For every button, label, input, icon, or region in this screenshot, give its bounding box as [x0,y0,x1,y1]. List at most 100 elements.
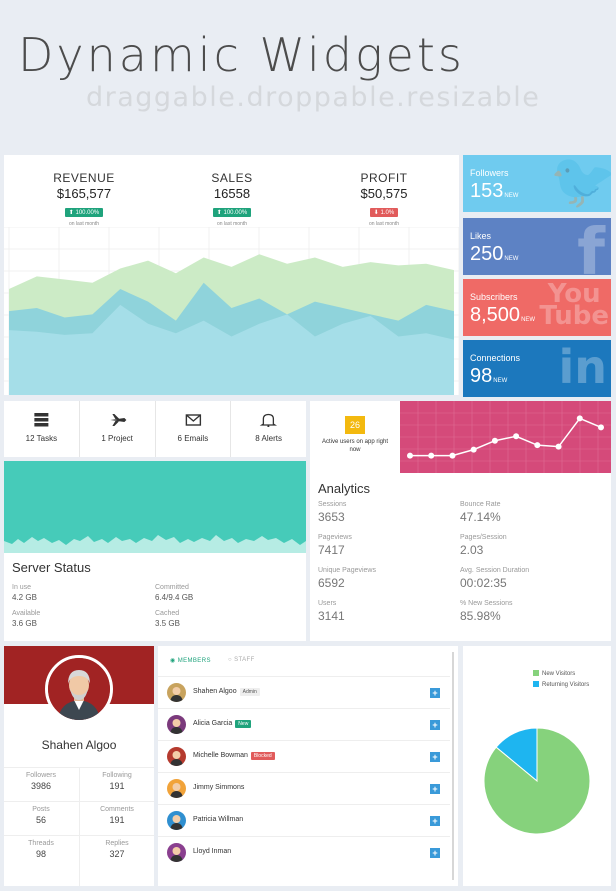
kpi-label: PROFIT [360,171,408,185]
tab-members[interactable]: ◉ MEMBERS [170,658,211,664]
server-stat: In use 4.2 GB [12,584,37,602]
emails-item[interactable]: 6 Emails [156,401,232,457]
profile-stat: Replies 327 [105,840,129,859]
pie-slice [483,727,591,835]
scrollbar[interactable] [452,652,454,880]
server-icon [34,413,49,427]
linkedin-icon: in [558,340,607,394]
members-widget[interactable]: ◉ MEMBERS ○ STAFF Shahen Algoo Admin + Alic… [158,646,458,886]
line-point [449,452,456,459]
kpi-caption: on last month [68,221,100,227]
analytics-stat: Avg. Session Duration 00:02:35 [460,567,530,590]
list-item[interactable]: Jimmy Simmons + [158,772,450,804]
line-point [407,452,413,459]
tasks-bar: 12 Tasks 1 Project 6 Emails 8 Alerts [4,401,306,457]
add-member-button[interactable]: + [430,784,440,794]
subscribers-tile[interactable]: You Tube Subscribers 8,500NEW [463,279,611,336]
add-member-button[interactable]: + [430,688,440,698]
user-avatar-icon [170,783,183,798]
kpi-revenue: REVENUE $165,577 ⬆ 100.00% on last month [14,171,154,227]
twitter-icon: 🐦 [549,155,611,212]
list-item[interactable]: Michelle Bowman Blocked + [158,740,450,772]
visitors-pie-chart [483,727,591,835]
plane-icon [110,414,127,426]
profile-stat: Comments 191 [100,806,134,825]
member-name: Michelle Bowman Blocked [193,752,275,760]
kpi-value: $50,575 [360,186,408,201]
member-avatar[interactable] [167,843,186,862]
analytics-stat: Pages/Session 2.03 [460,534,507,557]
server-stat: Cached 3.5 GB [155,610,180,628]
line-point [470,446,477,453]
server-status-widget[interactable]: Server Status In use 4.2 GB Committed 6.4/… [4,461,306,641]
task-label: 8 Alerts [255,434,282,443]
add-member-button[interactable]: + [430,752,440,762]
tile-label: Followers [470,168,509,178]
tasks-item[interactable]: 12 Tasks [4,401,80,457]
profile-stat: Followers 3986 [26,772,56,791]
radio-icon: ○ [228,657,235,663]
list-item[interactable]: Lloyd Inman + [158,836,450,868]
connections-tile[interactable]: in Connections 98NEW [463,340,611,397]
member-badge: Blocked [250,752,275,760]
kpi-caption: on last month [216,221,248,227]
line-point [598,424,604,431]
member-badge: Admin [239,688,260,696]
arrow-up-icon: ⬆ [68,210,76,216]
likes-tile[interactable]: f Likes 250NEW [463,218,611,275]
legend-swatch [533,670,539,676]
project-item[interactable]: 1 Project [80,401,156,457]
analytics-stat: Users 3141 [318,600,345,623]
hero-title: Dynamic Widgets [18,28,465,82]
member-avatar[interactable] [167,715,186,734]
envelope-icon [185,414,201,426]
visitors-widget[interactable]: New Visitors Returning Visitors [463,646,611,886]
tile-value: 98NEW [470,365,508,387]
kpi-badge: ⬆ 100.00% [64,208,104,217]
member-name: Patricia Willman [193,816,244,823]
kpi-badge: ⬆ 100.00% [212,208,252,217]
analytics-widget[interactable]: 26 Active users on app right now Analyti… [310,401,611,641]
analytics-stat: Bounce Rate 47.14% [460,501,501,524]
member-avatar[interactable] [167,811,186,830]
profile-stat: Threads 98 [28,840,54,859]
tab-staff[interactable]: ○ STAFF [228,657,255,663]
list-item[interactable]: Patricia Willman + [158,804,450,836]
member-avatar[interactable] [167,747,186,766]
legend-new-visitors: New Visitors [533,670,575,677]
user-avatar-icon [170,847,183,862]
analytics-title: Analytics [318,481,371,496]
bell-icon [259,413,278,427]
member-avatar[interactable] [167,779,186,798]
followers-tile[interactable]: 🐦 Followers 153NEW [463,155,611,212]
tile-label: Connections [470,353,521,363]
add-member-button[interactable]: + [430,720,440,730]
user-avatar-icon [170,815,183,830]
line-point [491,437,498,444]
active-users-line-chart [400,401,611,473]
active-users-count: 26 [344,416,365,434]
line-series [410,417,602,457]
list-item[interactable]: Alicia Garcia New + [158,708,450,740]
line-point [534,442,541,449]
active-users-caption: Active users on app right now [321,439,389,453]
profile-widget[interactable]: Shahen Algoo Followers 3986 Following 191 … [4,646,154,886]
add-member-button[interactable]: + [430,848,440,858]
server-wave-graphic [4,461,306,553]
legend-swatch [533,681,539,687]
tile-label: Likes [470,231,492,241]
list-item[interactable]: Shahen Algoo Admin + [158,676,450,708]
member-avatar[interactable] [167,683,186,702]
revenue-widget[interactable]: REVENUE $165,577 ⬆ 100.00% on last month… [4,155,459,395]
kpi-badge: ⬇ 1.0% [369,208,399,217]
kpi-sales: SALES 16558 ⬆ 100.00% on last month [162,171,302,227]
analytics-stat: Pageviews 7417 [318,534,352,557]
user-avatar-icon [48,658,110,720]
arrow-down-icon: ⬇ [373,210,381,216]
alerts-item[interactable]: 8 Alerts [231,401,306,457]
facebook-icon: f [577,218,605,275]
tile-value: 8,500NEW [470,304,536,326]
add-member-button[interactable]: + [430,816,440,826]
avatar[interactable] [45,655,113,723]
kpi-value: $165,577 [56,186,112,201]
